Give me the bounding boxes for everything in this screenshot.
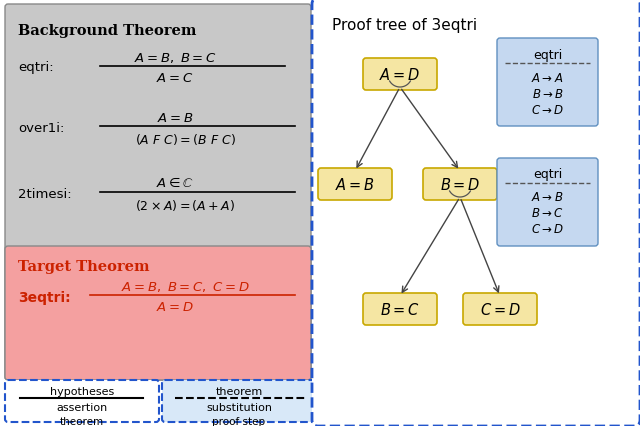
FancyBboxPatch shape [423, 169, 497, 201]
FancyBboxPatch shape [162, 380, 316, 422]
Text: $A \to B$: $A \to B$ [531, 191, 564, 204]
Text: eqtri: eqtri [533, 168, 562, 181]
Text: hypotheses: hypotheses [50, 386, 114, 396]
Text: assertion: assertion [56, 402, 108, 412]
Text: $A = D$: $A = D$ [156, 301, 194, 314]
Text: eqtri:: eqtri: [18, 61, 54, 74]
Text: $A = D$: $A = D$ [380, 67, 420, 83]
Text: $A = B,\ B = C,\ C = D$: $A = B,\ B = C,\ C = D$ [120, 279, 250, 294]
Text: theorem: theorem [216, 386, 262, 396]
Text: $A = B$: $A = B$ [157, 111, 193, 124]
Text: Target Theorem: Target Theorem [18, 259, 150, 273]
Text: $(A\ F\ C) = (B\ F\ C)$: $(A\ F\ C) = (B\ F\ C)$ [134, 132, 236, 147]
Text: theorem: theorem [60, 416, 104, 426]
Text: eqtri: eqtri [533, 49, 562, 61]
Text: $(2 \times A) = (A + A)$: $(2 \times A) = (A + A)$ [135, 198, 235, 213]
Text: $C = D$: $C = D$ [479, 301, 520, 317]
FancyBboxPatch shape [497, 158, 598, 246]
FancyBboxPatch shape [363, 294, 437, 325]
Text: $A = C$: $A = C$ [156, 71, 194, 84]
FancyBboxPatch shape [318, 169, 392, 201]
FancyBboxPatch shape [497, 39, 598, 127]
Text: over1i:: over1i: [18, 121, 65, 134]
Text: $A \to A$: $A \to A$ [531, 71, 564, 84]
FancyBboxPatch shape [5, 5, 311, 380]
Text: substitution: substitution [206, 402, 272, 412]
FancyBboxPatch shape [5, 380, 159, 422]
Text: Proof tree of 3eqtri: Proof tree of 3eqtri [332, 18, 477, 33]
Text: $B \to B$: $B \to B$ [532, 87, 563, 100]
Text: $C \to D$: $C \to D$ [531, 103, 564, 116]
Text: $A = B$: $A = B$ [335, 177, 375, 193]
Text: $C \to D$: $C \to D$ [531, 223, 564, 236]
Text: $A \in \mathbb{C}$: $A \in \mathbb{C}$ [156, 176, 194, 190]
FancyBboxPatch shape [5, 246, 311, 380]
Text: $B = C$: $B = C$ [380, 301, 420, 317]
Text: 2timesi:: 2timesi: [18, 188, 72, 201]
Text: $B = D$: $B = D$ [440, 177, 480, 193]
Text: proof step: proof step [212, 416, 266, 426]
Text: Background Theorem: Background Theorem [18, 24, 196, 38]
Text: 3eqtri:: 3eqtri: [18, 290, 70, 304]
Text: $A = B,\ B = C$: $A = B,\ B = C$ [134, 51, 216, 65]
FancyBboxPatch shape [363, 59, 437, 91]
Text: $B \to C$: $B \to C$ [531, 207, 564, 220]
FancyBboxPatch shape [312, 0, 640, 426]
FancyBboxPatch shape [463, 294, 537, 325]
